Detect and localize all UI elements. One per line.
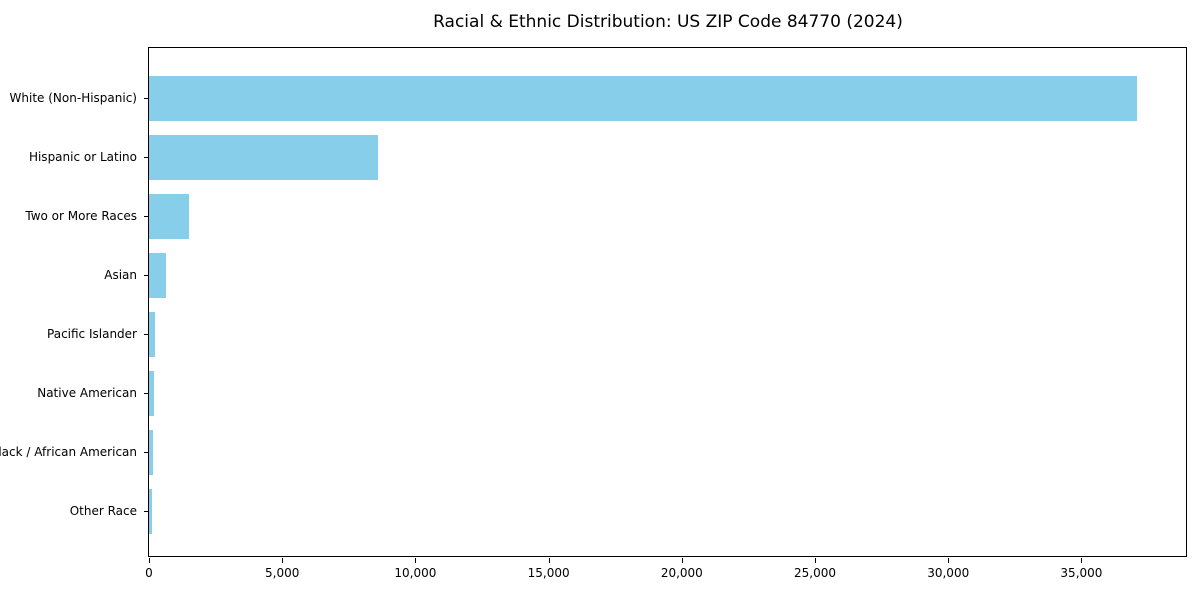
y-tick-label: Native American (37, 386, 137, 400)
x-tick-label: 0 (145, 566, 153, 580)
y-tick-label: Two or More Races (25, 209, 137, 223)
x-tick-label: 25,000 (794, 566, 837, 580)
y-tick-label: Hispanic or Latino (28, 150, 137, 164)
x-tick-label: 30,000 (927, 566, 970, 580)
x-axis-tick (149, 558, 150, 563)
bar-white-non-hispanic (149, 75, 1138, 121)
y-tick-label: Pacific Islander (47, 327, 137, 341)
bar-two-or-more-races (149, 193, 189, 239)
x-axis-tick (282, 558, 284, 563)
y-axis-tick (144, 98, 149, 99)
x-tick-label: 5,000 (265, 566, 300, 580)
chart-title: Racial & Ethnic Distribution: US ZIP Cod… (433, 12, 903, 32)
x-axis-tick (415, 558, 417, 563)
bar-asian (149, 252, 167, 298)
y-axis-tick (144, 452, 149, 453)
x-axis-tick (681, 558, 683, 563)
y-axis-tick (144, 216, 149, 217)
x-tick-label: 20,000 (660, 566, 703, 580)
x-axis-tick (948, 558, 950, 563)
y-axis-tick (144, 275, 149, 276)
x-axis-tick (815, 558, 817, 563)
bar-black-african-american (149, 429, 153, 475)
y-axis-tick (144, 157, 149, 158)
x-axis-tick (548, 558, 550, 563)
y-axis-tick (144, 511, 149, 512)
bar-native-american (149, 370, 155, 416)
x-tick-label: 35,000 (1060, 566, 1103, 580)
bar-hispanic-or-latino (149, 134, 379, 180)
x-tick-label: 15,000 (527, 566, 570, 580)
y-tick-label: White (Non-Hispanic) (9, 91, 137, 105)
y-tick-label: Other Race (69, 504, 137, 518)
x-tick-label: 10,000 (394, 566, 437, 580)
y-tick-label: Asian (104, 268, 137, 282)
y-axis-tick (144, 393, 149, 394)
bar-pacific-islander (149, 311, 155, 357)
y-axis-tick (144, 334, 149, 335)
y-tick-label: Black / African American (0, 445, 137, 459)
plot-area: White (Non-Hispanic) Hispanic or Latino Tw… (0, 47, 1187, 580)
x-axis-tick (1081, 558, 1083, 563)
bar-other-race (149, 488, 152, 534)
